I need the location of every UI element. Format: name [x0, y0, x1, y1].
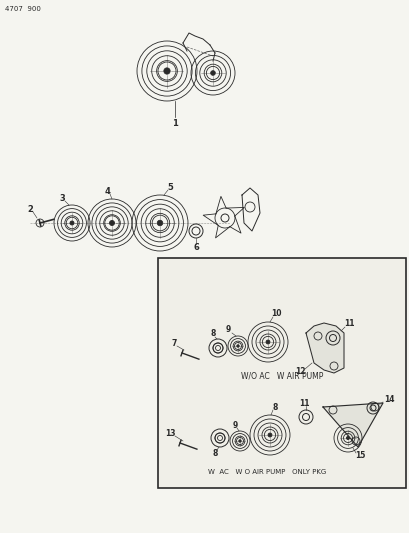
Circle shape — [265, 340, 269, 344]
Text: 5: 5 — [166, 182, 173, 191]
Circle shape — [267, 433, 271, 437]
Text: W/O AC   W AIR PUMP: W/O AC W AIR PUMP — [240, 372, 322, 381]
Circle shape — [236, 345, 238, 347]
Text: 13: 13 — [164, 429, 175, 438]
Text: 11: 11 — [343, 319, 353, 328]
Text: 8: 8 — [212, 448, 217, 457]
Circle shape — [210, 71, 215, 75]
Text: 3: 3 — [59, 193, 65, 203]
Text: 8: 8 — [210, 329, 215, 338]
Text: 12: 12 — [294, 367, 305, 376]
Text: 15: 15 — [354, 451, 364, 461]
Text: 1: 1 — [172, 118, 178, 127]
Text: 4: 4 — [105, 187, 111, 196]
Text: 9: 9 — [225, 326, 230, 335]
Text: 14: 14 — [383, 395, 393, 405]
Circle shape — [70, 221, 74, 225]
Circle shape — [164, 68, 170, 74]
Text: 2: 2 — [27, 205, 33, 214]
Circle shape — [157, 220, 162, 226]
Text: 8: 8 — [272, 402, 277, 411]
Text: 10: 10 — [270, 310, 281, 319]
Polygon shape — [322, 403, 382, 447]
Text: 9: 9 — [232, 421, 237, 430]
Circle shape — [346, 437, 349, 440]
Text: 4707  900: 4707 900 — [5, 6, 41, 12]
Circle shape — [238, 440, 240, 442]
Circle shape — [109, 221, 114, 225]
Polygon shape — [305, 323, 343, 373]
Text: 7: 7 — [171, 338, 176, 348]
Text: 6: 6 — [193, 243, 198, 252]
Bar — [157, 258, 405, 488]
Text: 11: 11 — [298, 399, 308, 408]
Text: W  AC   W O AIR PUMP   ONLY PKG: W AC W O AIR PUMP ONLY PKG — [207, 469, 325, 475]
